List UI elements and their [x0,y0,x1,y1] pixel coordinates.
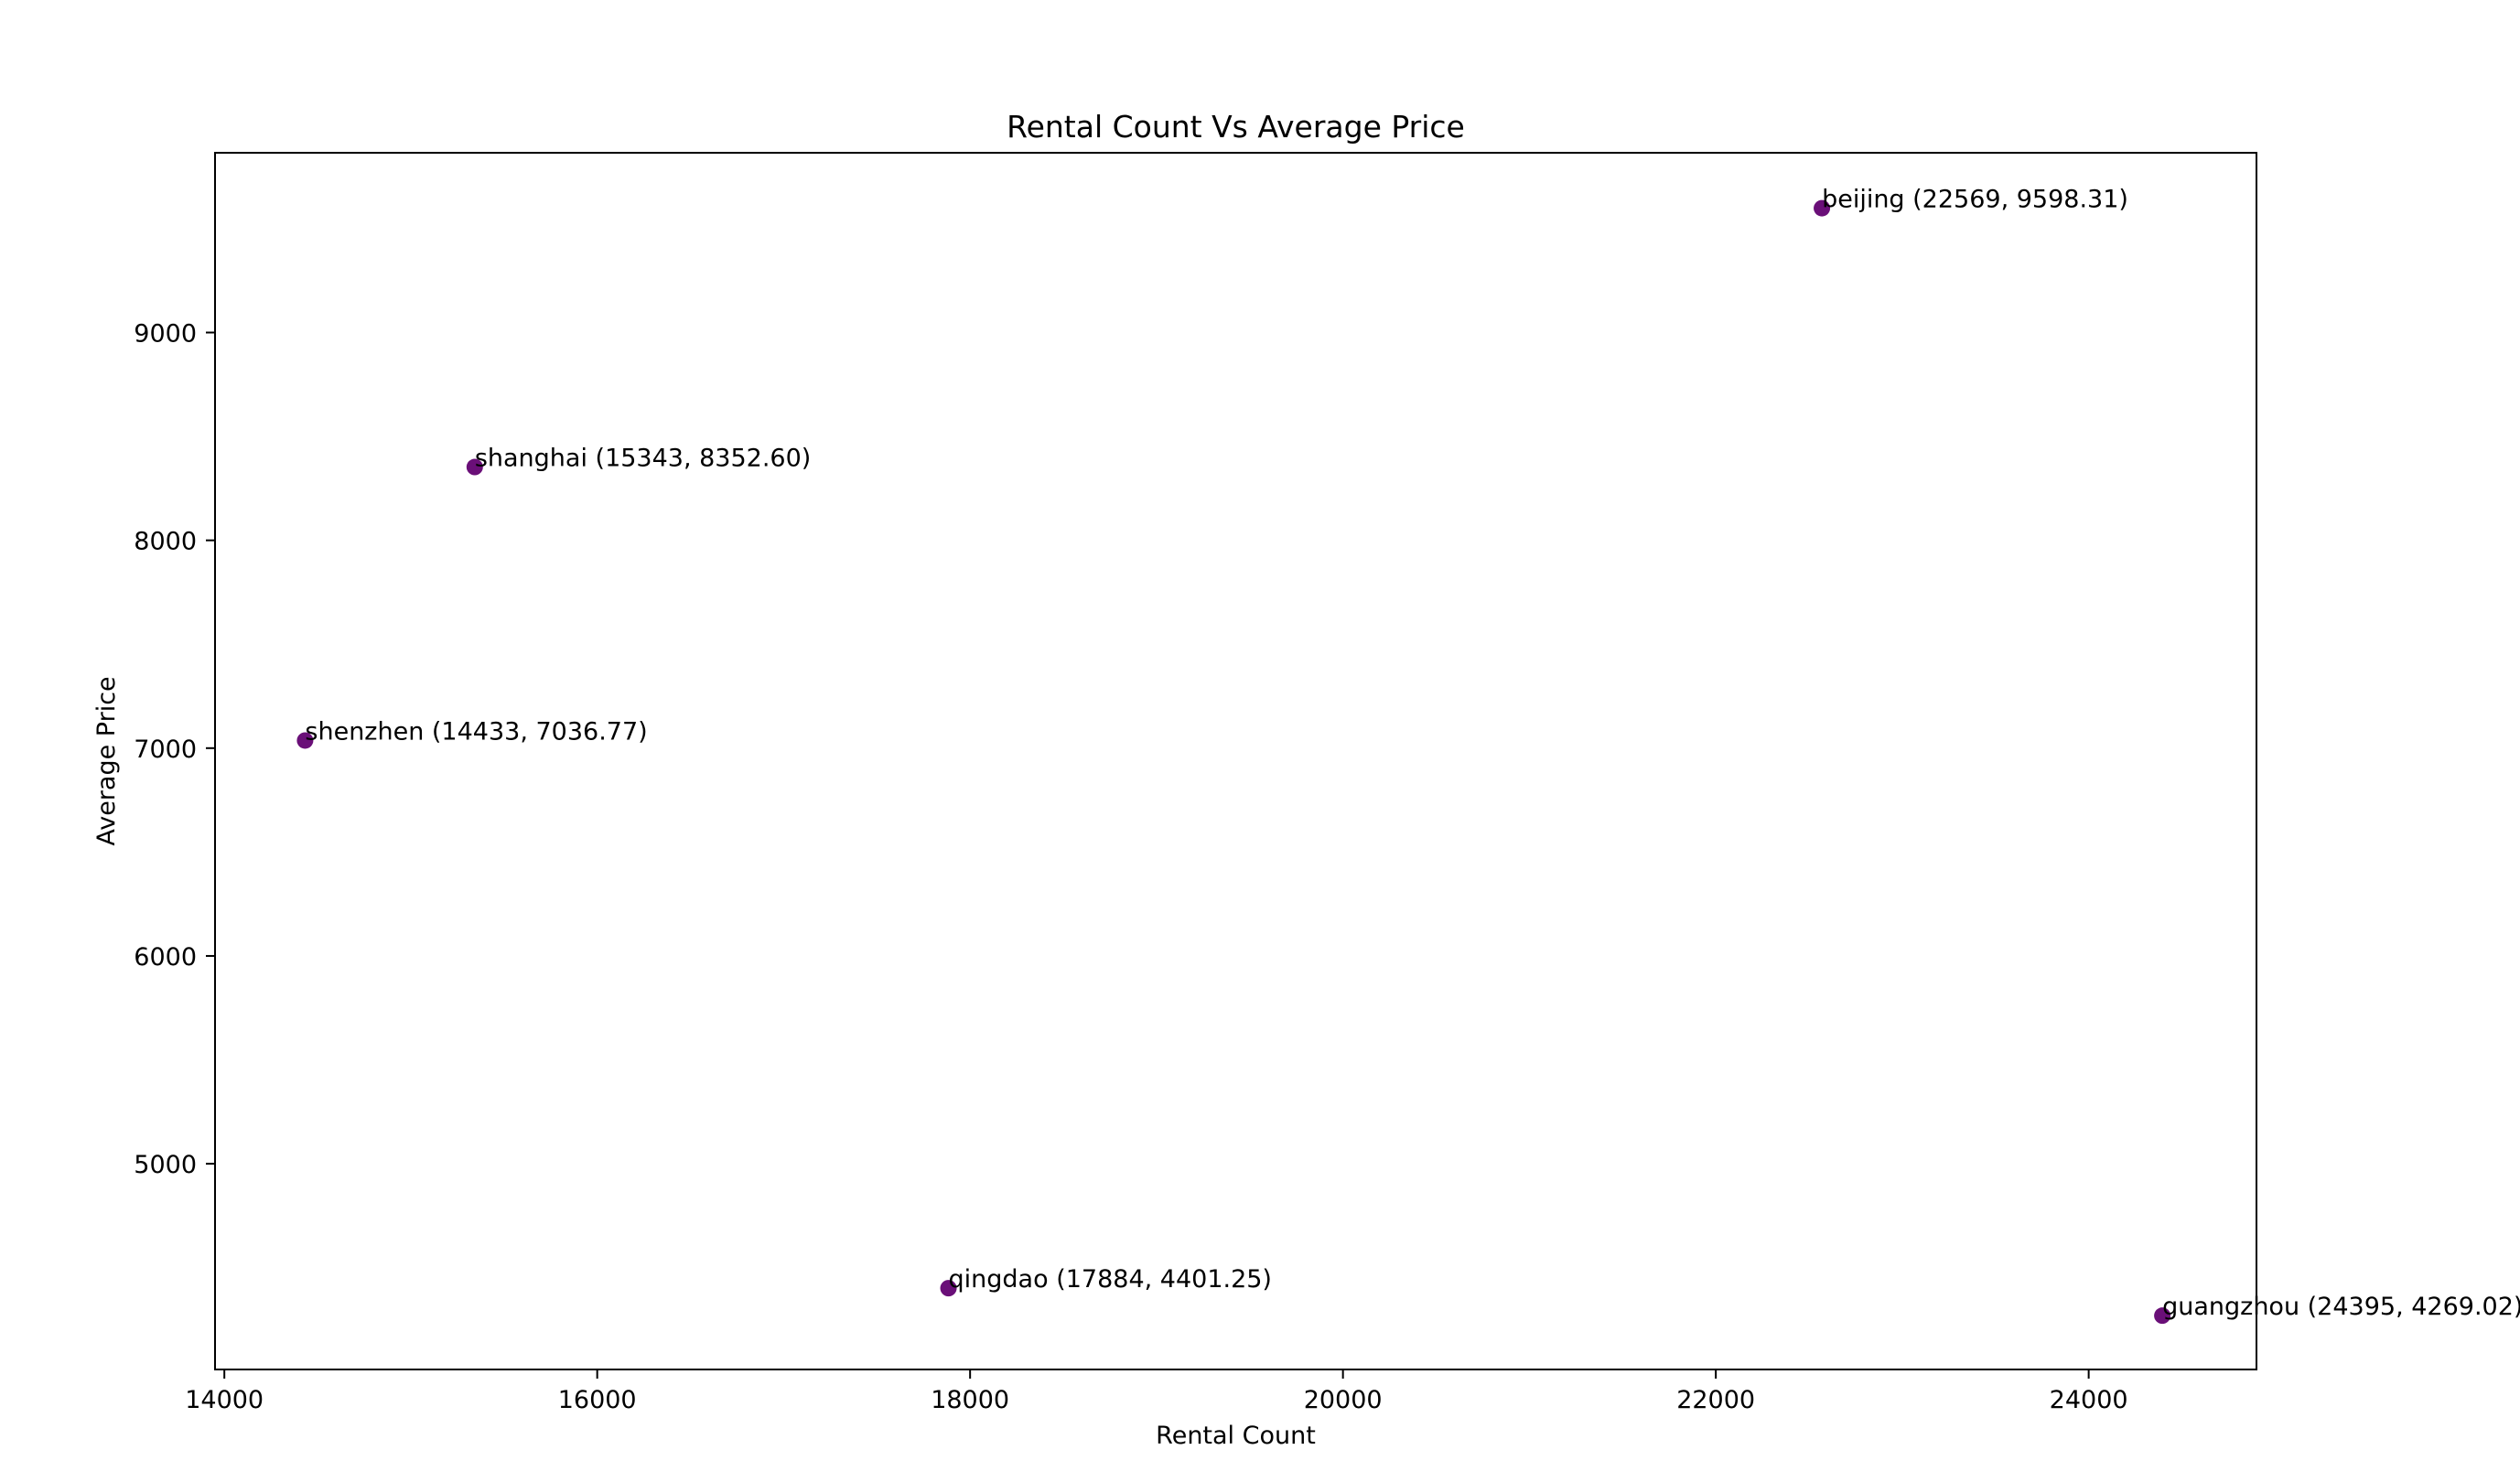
y-tick-label: 5000 [134,1151,197,1179]
data-point [940,1280,957,1297]
y-tick-label: 6000 [134,943,197,972]
data-point [466,458,483,476]
data-point-label: shenzhen (14433, 7036.77) [305,717,647,746]
chart-title: Rental Count Vs Average Price [1007,109,1465,145]
y-axis-label: Average Price [92,676,121,845]
data-points: beijing (22569, 9598.31) shanghai (15343,… [296,186,2520,1325]
x-axis: 14000 16000 18000 20000 22000 24000 [185,1369,2128,1414]
y-tick-label: 7000 [134,736,197,764]
data-point [2154,1307,2171,1325]
plot-frame [214,152,2257,1370]
x-tick-label: 22000 [1676,1386,1755,1414]
data-point-label: guangzhou (24395, 4269.02) [2162,1293,2520,1321]
x-tick-label: 24000 [2050,1386,2128,1414]
data-point-label: qingdao (17884, 4401.25) [949,1265,1272,1294]
x-tick-label: 18000 [931,1386,1009,1414]
data-point-label: beijing (22569, 9598.31) [1822,186,2128,214]
y-axis: 5000 6000 7000 8000 9000 [134,319,215,1179]
x-tick-label: 20000 [1304,1386,1383,1414]
data-point [1814,199,1831,217]
y-tick-label: 9000 [134,319,197,348]
x-tick-label: 16000 [558,1386,637,1414]
y-tick-label: 8000 [134,528,197,556]
x-tick-label: 14000 [185,1386,264,1414]
data-point [296,732,314,749]
data-point-label: shanghai (15343, 8352.60) [475,445,812,473]
x-axis-label: Rental Count [1156,1422,1316,1450]
